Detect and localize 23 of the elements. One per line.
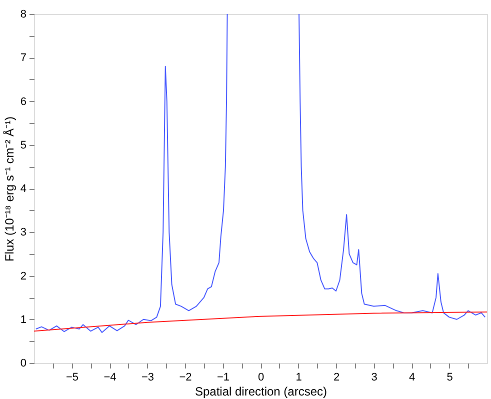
y-tick-label: 3 [20, 226, 26, 239]
x-tick-label: 5 [446, 372, 453, 384]
y-tick-label: 7 [20, 52, 26, 64]
x-tick-label: −3 [141, 372, 154, 384]
y-tick-label: 4 [20, 183, 26, 195]
y-tick-label: 2 [20, 270, 26, 282]
x-axis-title: Spatial direction (arcsec) [194, 384, 328, 398]
y-tick-label: 1 [20, 314, 26, 326]
x-tick-label: −1 [216, 372, 230, 384]
x-tick-label: −2 [179, 372, 192, 384]
y-axis-title: Flux (10⁻¹⁸ erg s⁻¹ cm⁻² Å⁻¹) [2, 116, 16, 262]
y-tick-label: 5 [20, 139, 26, 152]
x-tick-label: −4 [104, 372, 116, 384]
x-tick-label: 2 [333, 372, 340, 384]
line-series [34, 311, 487, 332]
y-tick-label: 6 [20, 96, 26, 108]
x-tick-label: 4 [408, 372, 416, 384]
x-tick-label: 3 [371, 372, 378, 384]
x-tick-label: 1 [296, 372, 302, 384]
y-tick-label: 0 [20, 358, 26, 370]
y-tick-label: 8 [20, 8, 26, 20]
x-tick-label: 0 [258, 372, 264, 384]
x-tick-label: −5 [66, 372, 79, 384]
